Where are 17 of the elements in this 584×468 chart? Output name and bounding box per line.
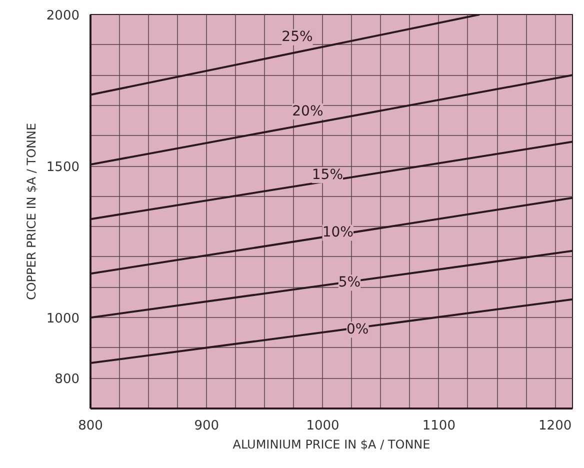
x-axis-title: ALUMINIUM PRICE IN $A / TONNE — [232, 438, 430, 452]
y-tick-label: 1500 — [46, 160, 80, 176]
annotation: 20% — [292, 103, 324, 120]
annotation: 15% — [312, 167, 343, 184]
annotation: 25% — [282, 29, 313, 46]
y-axis-title: COPPER PRICE IN $A / TONNE — [24, 122, 38, 300]
x-tick-label: 1100 — [422, 418, 456, 434]
y-tick-label: 800 — [54, 372, 80, 388]
x-tick-label: 900 — [194, 418, 220, 434]
x-tick-label: 1000 — [306, 418, 340, 434]
annotation: 10% — [322, 224, 354, 241]
y-tick-label: 1000 — [46, 312, 80, 327]
x-tick-label: 800 — [78, 418, 103, 434]
x-tick-label: 1200 — [538, 418, 572, 434]
y-tick-label: 2000 — [46, 8, 80, 24]
annotation: 5% — [338, 274, 361, 291]
annotation: 0% — [346, 322, 369, 338]
